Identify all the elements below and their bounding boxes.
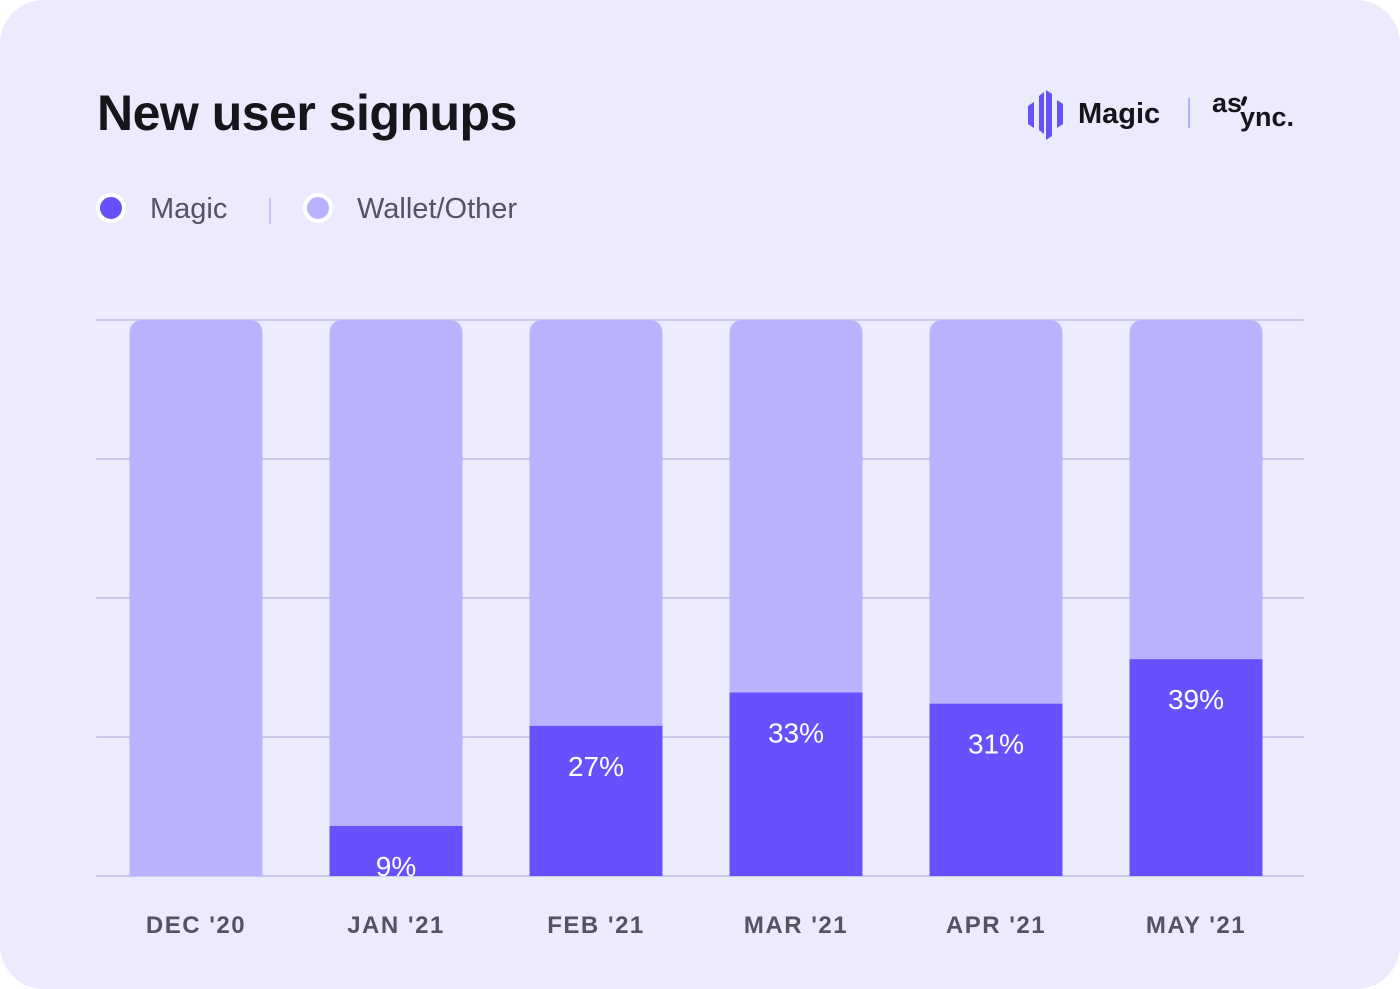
partner-logo: as ync. [1212,88,1294,132]
chart-title: New user signups [97,85,517,141]
data-label: 31% [968,729,1024,760]
data-label: 39% [1168,684,1224,715]
bar-magic [329,825,463,876]
bar-magic [529,725,663,876]
bar-magic [729,692,863,876]
x-tick-label: MAR '21 [744,912,848,939]
data-label: 33% [768,718,824,749]
bar-group: 39% [1129,320,1263,876]
magic-logo-icon [1028,90,1063,140]
bar-group: 9% [329,320,463,882]
legend-label-magic: Magic [150,193,228,225]
legend-divider [269,198,271,224]
legend-swatch-wallet-other [303,193,333,223]
bar-group: 27% [529,320,663,876]
bar-magic [1129,659,1263,876]
data-label: 27% [568,751,624,782]
brand-logos: Magic as ync. [1020,86,1310,142]
brand-name: Magic [1078,98,1161,130]
legend-label-wallet-other: Wallet/Other [357,193,518,225]
bar-group [129,320,263,876]
legend-swatch-magic [96,193,126,223]
bar-group: 31% [929,320,1063,876]
svg-text:ync.: ync. [1240,102,1294,132]
brand-divider [1188,98,1190,128]
chart-legend: Magic Wallet/Other [96,190,576,234]
bar-wallet-other [329,320,463,876]
x-tick-label: MAY '21 [1146,912,1246,939]
bar-group: 33% [729,320,863,876]
data-label: 9% [376,851,416,882]
bar-wallet-other [129,320,263,876]
x-tick-label: JAN '21 [347,912,445,939]
x-tick-label: APR '21 [946,912,1046,939]
x-tick-label: FEB '21 [547,912,645,939]
bar-magic [929,703,1063,876]
x-tick-label: DEC '20 [146,912,246,939]
svg-text:as: as [1212,88,1242,118]
